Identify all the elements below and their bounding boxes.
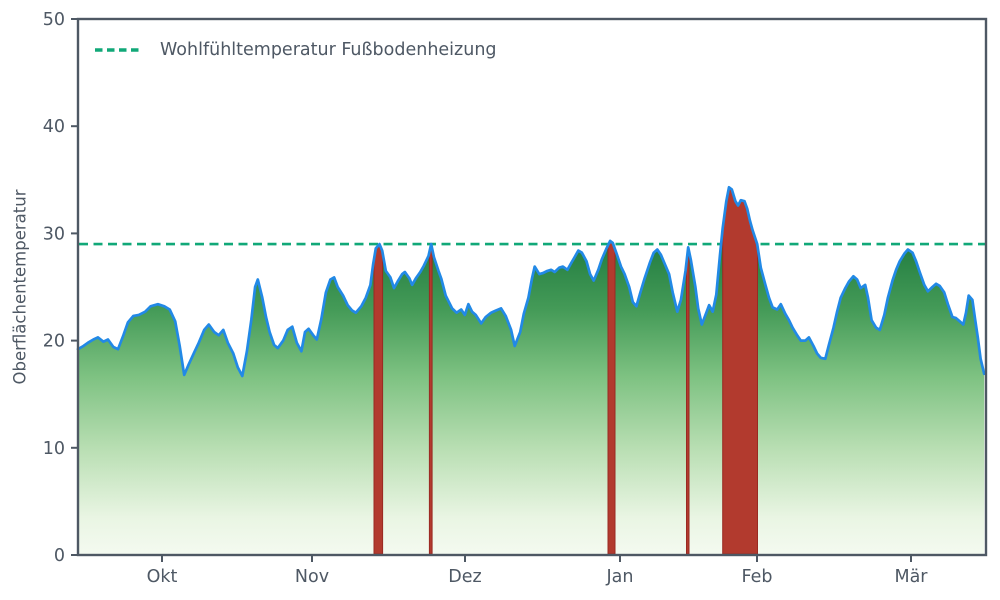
overheat-band: [607, 240, 616, 555]
overheat-band: [428, 243, 433, 555]
y-tick-label: 40: [43, 117, 65, 137]
temperature-area: [78, 187, 985, 555]
x-tick-label: Jan: [605, 567, 633, 587]
y-axis-label: Oberflächentemperatur: [10, 189, 30, 385]
x-tick-label: Okt: [147, 567, 178, 587]
y-tick-label: 20: [43, 332, 65, 352]
y-tick-label: 30: [43, 224, 65, 244]
overheat-band: [373, 243, 384, 555]
legend-dash-sample: [95, 48, 139, 52]
overheat-band: [686, 247, 690, 555]
x-tick-label: Nov: [295, 567, 329, 587]
y-tick-label: 0: [54, 546, 65, 566]
legend: Wohlfühltemperatur Fußbodenheizung: [94, 40, 497, 60]
overheat-band: [722, 186, 758, 555]
temperature-line: [76, 185, 986, 378]
plot-border: [76, 17, 988, 557]
legend-label: Wohlfühltemperatur Fußbodenheizung: [160, 40, 497, 60]
x-tick-label: Mär: [894, 567, 928, 587]
y-tick-label: 10: [43, 439, 65, 459]
y-tick-label: 50: [43, 10, 65, 30]
x-tick-label: Dez: [448, 567, 481, 587]
x-tick-label: Feb: [742, 567, 773, 587]
